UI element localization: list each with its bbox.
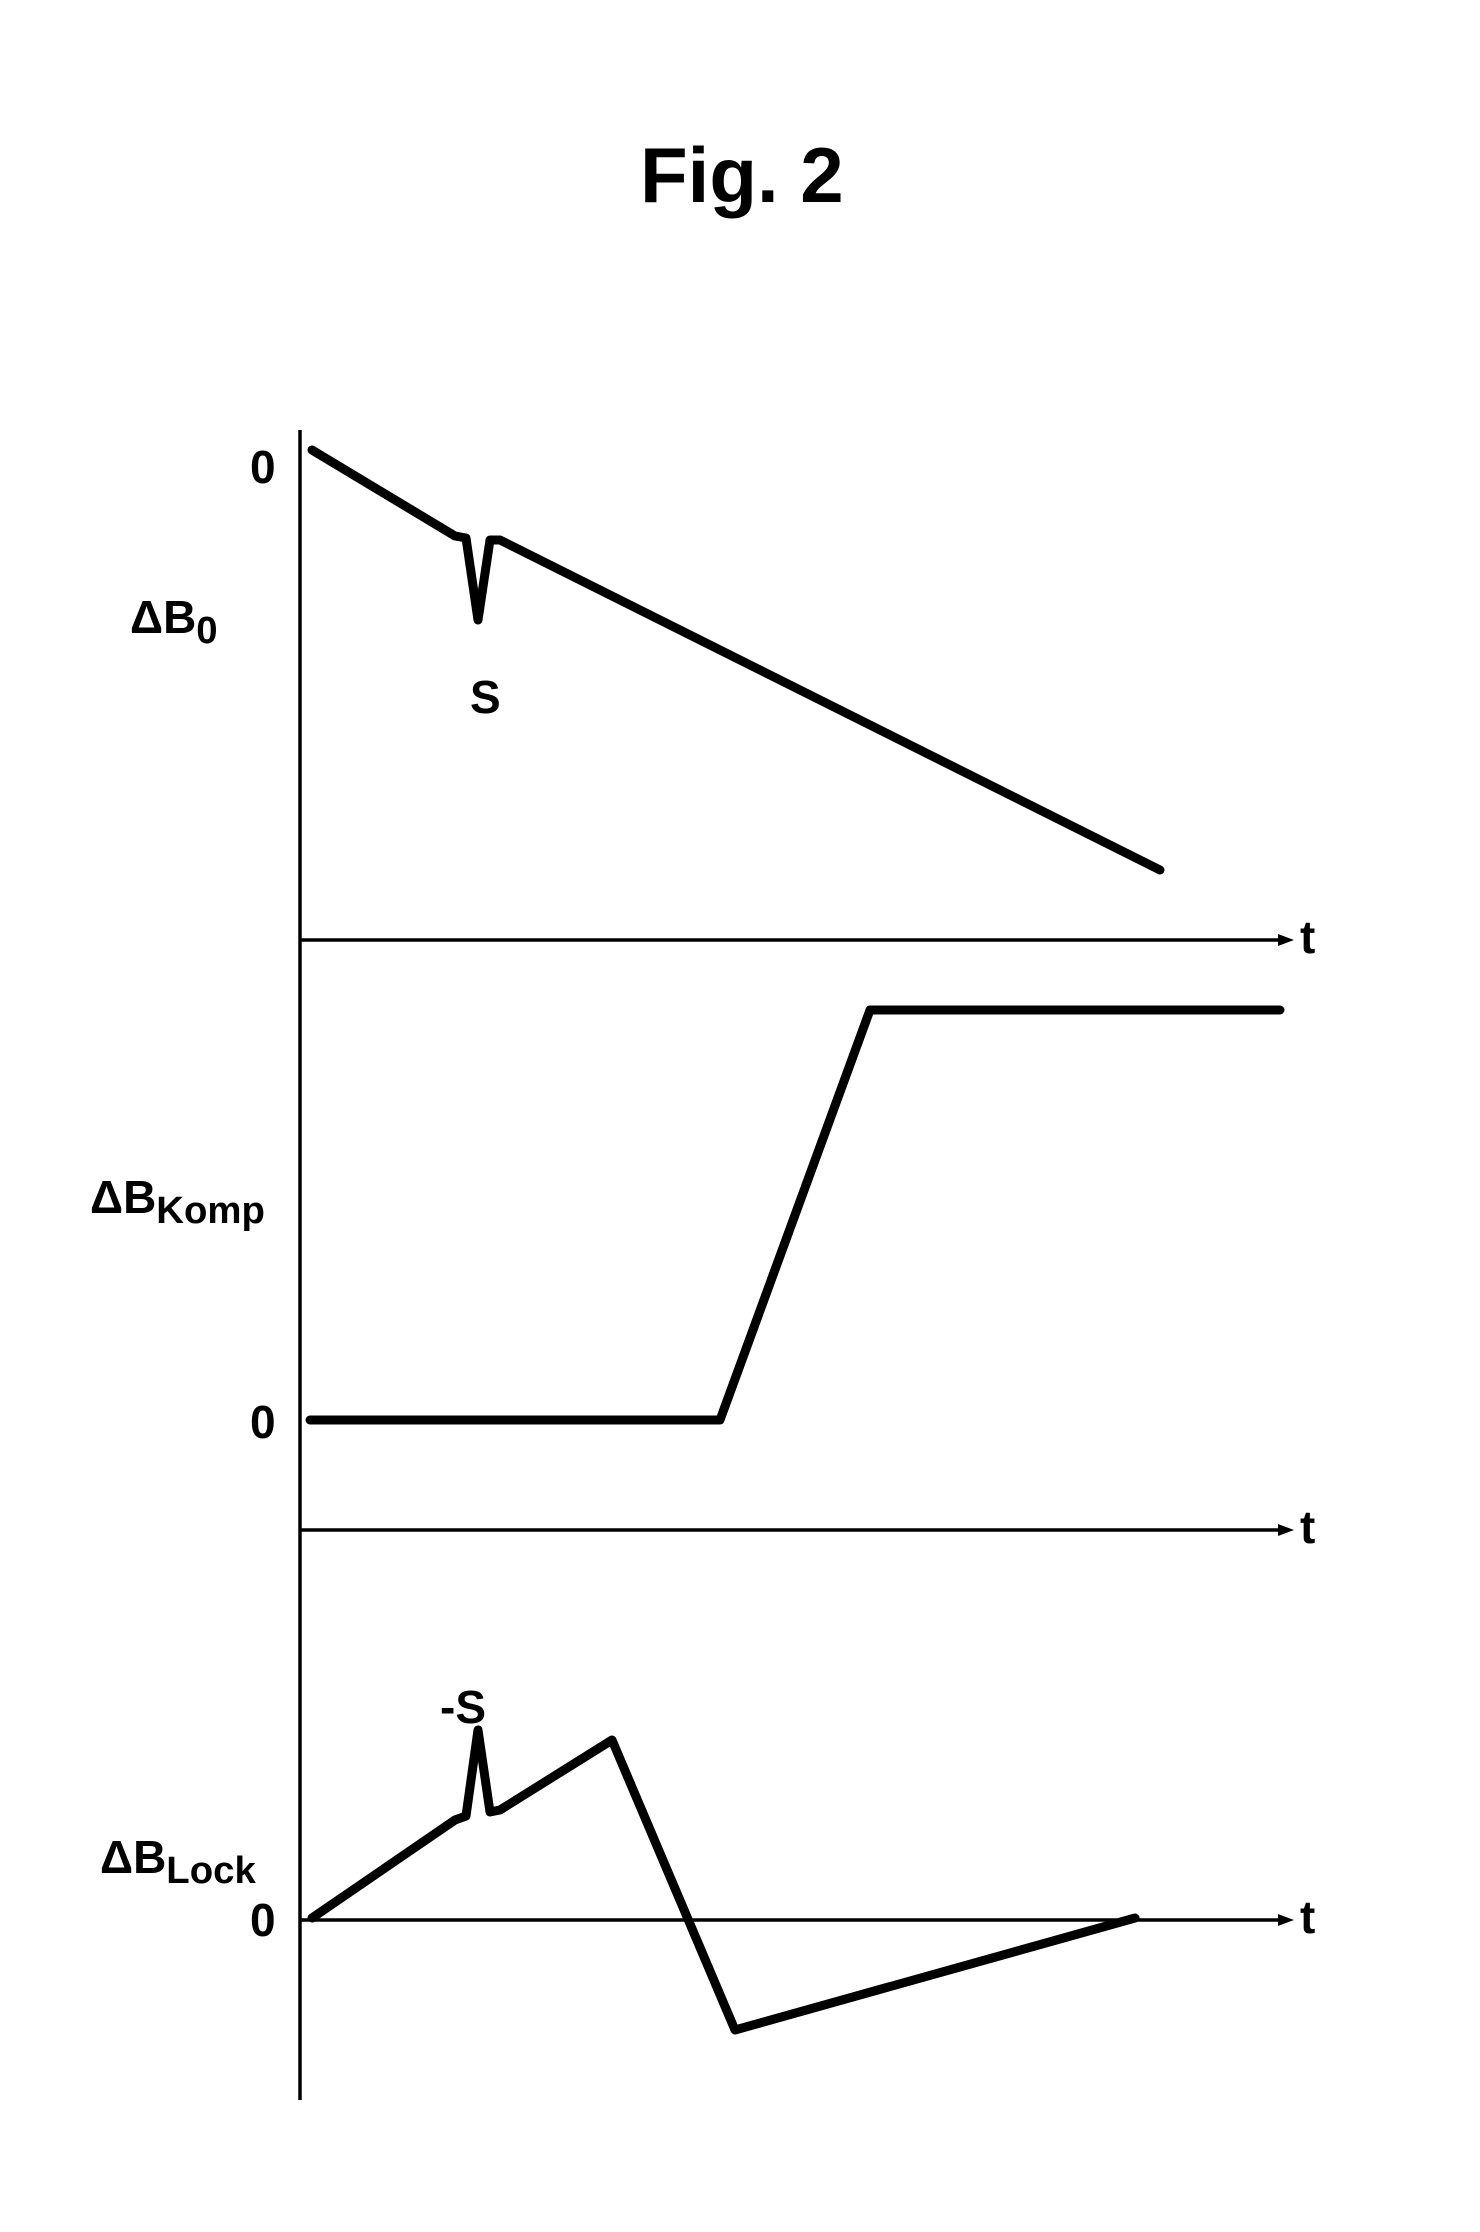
panel-bkomp-zero-label: 0 bbox=[250, 1395, 276, 1449]
panel-b0-zero-label: 0 bbox=[250, 440, 276, 494]
panel-bkomp bbox=[300, 1010, 1280, 1530]
panel-block-t-label: t bbox=[1300, 1890, 1315, 1944]
figure-page: Fig. 2 0 ΔB0 S t ΔBKomp bbox=[0, 0, 1480, 2232]
panel-block-curve bbox=[312, 1730, 1135, 2030]
panel-b0-t-label: t bbox=[1300, 910, 1315, 964]
panel-block-zero-label: 0 bbox=[250, 1893, 276, 1947]
panel-b0-curve bbox=[312, 450, 1160, 870]
panel-b0-marker-label: S bbox=[470, 670, 501, 724]
panel-b0-ylabel: ΔB0 bbox=[130, 590, 218, 653]
panel-block bbox=[300, 1730, 1280, 2030]
panel-bkomp-t-label: t bbox=[1300, 1500, 1315, 1554]
panel-bkomp-curve bbox=[310, 1010, 1280, 1420]
panel-bkomp-ylabel: ΔBKomp bbox=[90, 1170, 265, 1233]
figure-svg bbox=[0, 0, 1480, 2232]
panel-block-marker-label: -S bbox=[440, 1680, 486, 1734]
panel-b0 bbox=[300, 450, 1280, 940]
panel-block-ylabel: ΔBLock bbox=[100, 1830, 256, 1893]
